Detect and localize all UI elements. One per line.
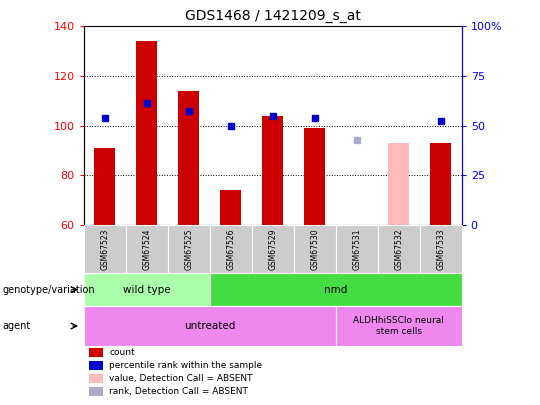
Text: genotype/variation: genotype/variation — [3, 285, 96, 294]
Title: GDS1468 / 1421209_s_at: GDS1468 / 1421209_s_at — [185, 9, 361, 23]
Text: GSM67523: GSM67523 — [100, 228, 109, 270]
Text: nmd: nmd — [324, 285, 347, 294]
Text: GSM67532: GSM67532 — [394, 228, 403, 270]
Bar — [220, 190, 241, 225]
Text: GSM67533: GSM67533 — [436, 228, 445, 270]
Bar — [178, 91, 199, 225]
Text: ALDHhiSSClo neural
stem cells: ALDHhiSSClo neural stem cells — [353, 316, 444, 336]
Text: GSM67526: GSM67526 — [226, 228, 235, 270]
Text: GSM67531: GSM67531 — [352, 228, 361, 270]
Text: GSM67530: GSM67530 — [310, 228, 319, 270]
Text: wild type: wild type — [123, 285, 171, 294]
Bar — [136, 41, 157, 225]
Text: GSM67525: GSM67525 — [184, 228, 193, 270]
Text: untreated: untreated — [184, 321, 235, 331]
Bar — [304, 128, 325, 225]
Text: agent: agent — [3, 321, 31, 331]
Text: value, Detection Call = ABSENT: value, Detection Call = ABSENT — [109, 374, 253, 383]
Bar — [262, 116, 283, 225]
Bar — [388, 143, 409, 225]
Bar — [94, 148, 115, 225]
Text: rank, Detection Call = ABSENT: rank, Detection Call = ABSENT — [109, 387, 248, 396]
Text: count: count — [109, 348, 134, 357]
Text: percentile rank within the sample: percentile rank within the sample — [109, 361, 262, 370]
Text: GSM67524: GSM67524 — [142, 228, 151, 270]
Text: GSM67529: GSM67529 — [268, 228, 277, 270]
Bar — [430, 143, 451, 225]
